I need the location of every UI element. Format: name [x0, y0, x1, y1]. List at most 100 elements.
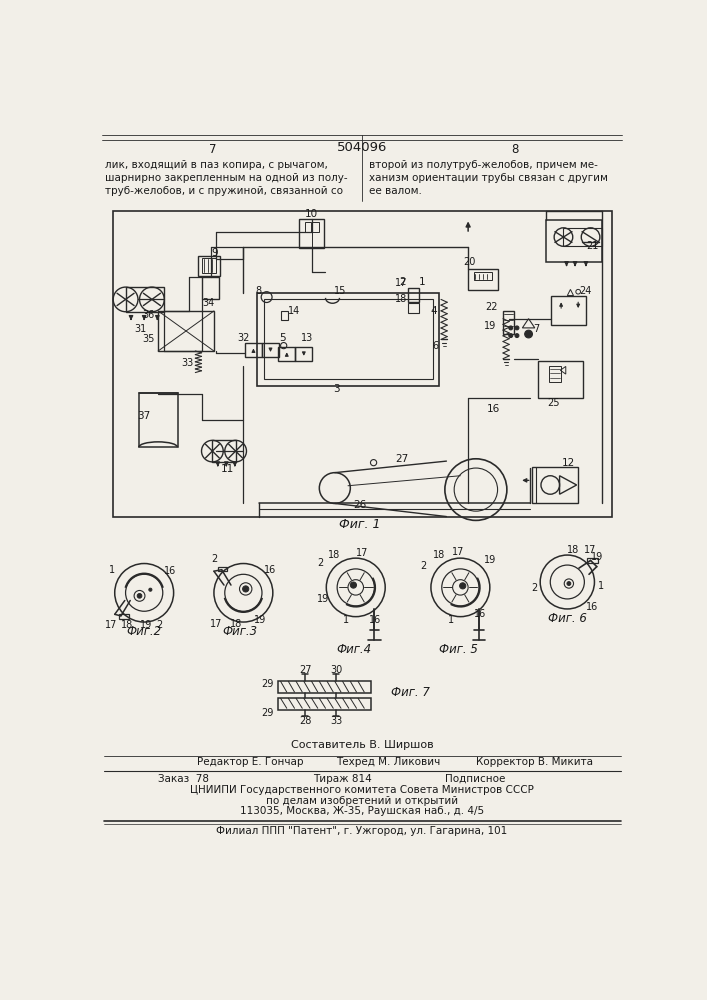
Bar — [279, 347, 296, 361]
Text: 24: 24 — [580, 286, 592, 296]
Text: Тираж 814: Тираж 814 — [313, 774, 372, 784]
Bar — [202, 277, 219, 299]
Text: 16: 16 — [586, 602, 598, 612]
Text: 2: 2 — [420, 561, 426, 571]
Bar — [264, 299, 433, 379]
Text: 19: 19 — [255, 615, 267, 625]
Text: 27: 27 — [299, 665, 312, 675]
Text: 2: 2 — [399, 277, 406, 287]
Text: 37: 37 — [138, 411, 151, 421]
Circle shape — [567, 582, 571, 585]
Text: 4: 4 — [430, 306, 436, 316]
Text: 31: 31 — [134, 324, 146, 334]
Circle shape — [149, 588, 152, 591]
Text: Филиал ППП "Патент", г. Ужгород, ул. Гагарина, 101: Филиал ППП "Патент", г. Ужгород, ул. Гаг… — [216, 826, 508, 836]
Circle shape — [515, 326, 519, 330]
Text: 17: 17 — [452, 547, 464, 557]
Bar — [532, 466, 578, 503]
Text: 32: 32 — [237, 333, 250, 343]
Text: 16: 16 — [264, 565, 276, 575]
Text: Техред М. Ликович: Техред М. Ликович — [337, 757, 440, 767]
Text: 504096: 504096 — [337, 141, 387, 154]
Text: 18: 18 — [121, 620, 133, 630]
Text: 1: 1 — [419, 277, 425, 287]
Text: 18: 18 — [328, 550, 340, 560]
Text: 35: 35 — [143, 334, 155, 344]
Text: 11: 11 — [221, 464, 235, 474]
Text: 1: 1 — [344, 615, 349, 625]
Text: 13: 13 — [300, 333, 313, 343]
Text: 15: 15 — [334, 286, 346, 296]
Bar — [262, 343, 279, 357]
Text: 18: 18 — [395, 294, 407, 304]
Bar — [549, 366, 561, 382]
Text: лик, входящий в паз копира, с рычагом,
шарнирно закрепленным на одной из полу-
т: лик, входящий в паз копира, с рычагом, ш… — [105, 160, 348, 196]
Text: Фиг. 7: Фиг. 7 — [390, 686, 429, 699]
Text: 20: 20 — [464, 257, 476, 267]
Text: 17: 17 — [105, 620, 117, 630]
Text: 8: 8 — [256, 286, 262, 296]
Bar — [547, 220, 602, 262]
Circle shape — [243, 586, 249, 592]
Text: 19: 19 — [590, 552, 603, 562]
Text: 30: 30 — [330, 665, 342, 675]
Text: 113035, Москва, Ж-35, Раушская наб., д. 4/5: 113035, Москва, Ж-35, Раушская наб., д. … — [240, 806, 484, 816]
Text: Заказ  78: Заказ 78 — [158, 774, 209, 784]
Bar — [279, 681, 371, 693]
Bar — [279, 698, 371, 710]
Text: Фиг.4: Фиг.4 — [336, 643, 371, 656]
Text: 18: 18 — [433, 550, 445, 560]
Bar — [503, 311, 514, 334]
Text: 3: 3 — [333, 384, 339, 394]
Bar — [296, 347, 312, 361]
Bar — [212, 440, 235, 462]
Text: 17: 17 — [395, 278, 407, 288]
Text: Подписное: Подписное — [445, 774, 506, 784]
Bar — [126, 287, 164, 312]
Text: 19: 19 — [139, 620, 152, 630]
Text: 2: 2 — [317, 558, 324, 568]
Text: 18: 18 — [230, 619, 242, 629]
Text: 2: 2 — [156, 620, 163, 630]
Text: Фиг. 1: Фиг. 1 — [339, 518, 380, 531]
Text: 1: 1 — [448, 615, 454, 625]
Bar — [305, 222, 311, 232]
Bar — [538, 361, 583, 398]
Text: 7: 7 — [533, 324, 539, 334]
Text: 16: 16 — [165, 566, 177, 576]
Text: 5: 5 — [279, 333, 286, 343]
Text: 7: 7 — [209, 143, 216, 156]
Text: 2: 2 — [532, 583, 538, 593]
Bar — [588, 558, 598, 563]
Text: 19: 19 — [484, 321, 496, 331]
Text: второй из полутруб-желобов, причем ме-
ханизм ориентации трубы связан с другим
е: второй из полутруб-желобов, причем ме- х… — [369, 160, 608, 196]
Bar — [139, 393, 177, 447]
Text: 21: 21 — [586, 241, 598, 251]
Text: 36: 36 — [143, 310, 155, 320]
Text: 28: 28 — [299, 716, 312, 726]
Bar — [281, 311, 288, 320]
Circle shape — [509, 326, 513, 330]
Text: 14: 14 — [288, 306, 300, 316]
Text: 18: 18 — [568, 545, 580, 555]
Text: 19: 19 — [317, 594, 329, 604]
Text: 17: 17 — [210, 619, 223, 629]
Text: 17: 17 — [585, 545, 597, 555]
Text: 16: 16 — [474, 609, 486, 619]
Bar — [202, 258, 216, 273]
Text: 9: 9 — [211, 248, 218, 258]
Text: 25: 25 — [547, 398, 560, 408]
Text: 1: 1 — [598, 581, 604, 591]
Text: 27: 27 — [396, 454, 409, 464]
Bar — [113, 211, 612, 517]
Text: 33: 33 — [330, 716, 342, 726]
Circle shape — [351, 582, 356, 588]
Text: 22: 22 — [485, 302, 498, 312]
Text: 6: 6 — [433, 341, 438, 351]
Text: 16: 16 — [487, 404, 501, 414]
Text: 29: 29 — [261, 708, 274, 718]
Bar — [245, 343, 262, 357]
Circle shape — [509, 334, 513, 338]
Circle shape — [137, 594, 142, 598]
Bar — [218, 567, 227, 571]
